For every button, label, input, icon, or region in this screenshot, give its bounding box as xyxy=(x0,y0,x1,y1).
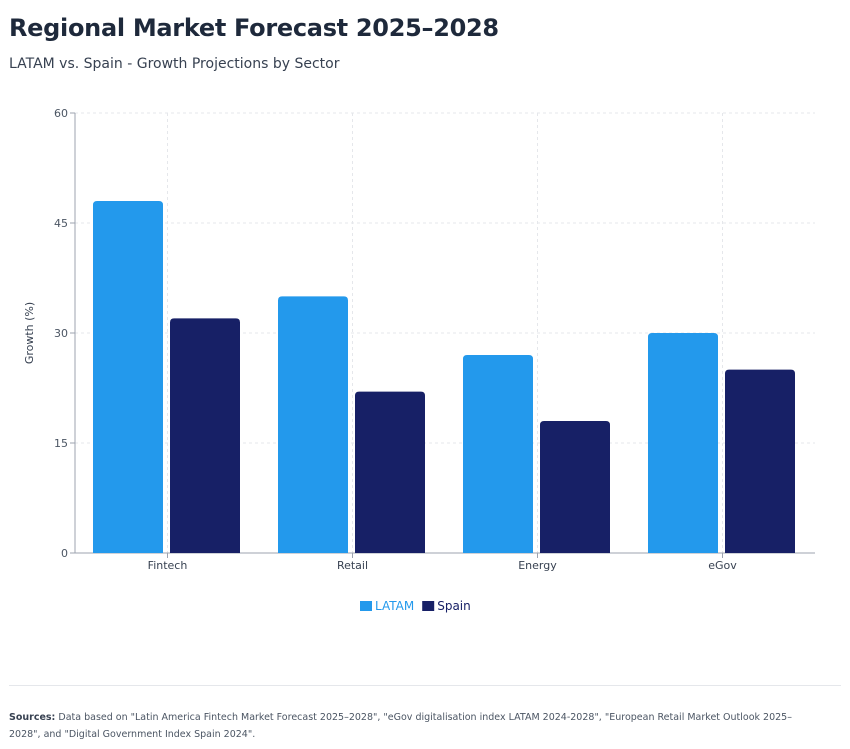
bar-spain-egov xyxy=(725,369,795,553)
sources-label: Sources: xyxy=(9,712,56,723)
sources-text: Data based on "Latin America Fintech Mar… xyxy=(9,712,792,740)
bar-chart: 0 15 30 45 60 Fintech Retail Energy eGov Growth (… xyxy=(23,107,815,613)
sources-note: Sources: Data based on "Latin America Fi… xyxy=(9,709,819,743)
divider xyxy=(9,685,841,686)
bar-spain-energy xyxy=(540,421,610,553)
x-tick-label: eGov xyxy=(708,559,737,572)
bar-latam-retail xyxy=(278,296,348,553)
page-title: Regional Market Forecast 2025–2028 xyxy=(9,14,499,42)
y-tick-label: 15 xyxy=(54,437,68,450)
bar-latam-fintech xyxy=(93,201,163,553)
x-tick-label: Retail xyxy=(337,559,368,572)
bar-spain-fintech xyxy=(170,318,240,553)
bar-latam-energy xyxy=(463,355,533,553)
legend-swatch-latam xyxy=(360,601,372,611)
y-tick-label: 30 xyxy=(54,327,68,340)
y-axis-label: Growth (%) xyxy=(23,302,36,364)
bar-spain-retail xyxy=(355,391,425,553)
bar-latam-egov xyxy=(648,333,718,553)
legend-label-spain: Spain xyxy=(437,599,471,613)
legend-swatch-spain xyxy=(422,601,435,611)
x-tick-label: Fintech xyxy=(148,559,188,572)
y-tick-label: 0 xyxy=(61,547,68,560)
y-tick-label: 45 xyxy=(54,217,68,230)
y-tick-label: 60 xyxy=(54,107,68,120)
x-tick-label: Energy xyxy=(518,559,557,572)
legend-label-latam: LATAM xyxy=(375,599,414,613)
page-subtitle: LATAM vs. Spain - Growth Projections by … xyxy=(9,56,340,72)
